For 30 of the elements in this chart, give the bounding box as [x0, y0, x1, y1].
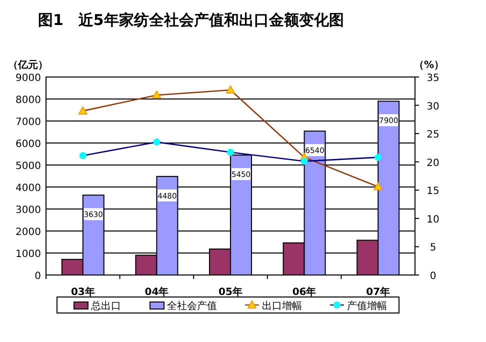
y2-tick-label: 10: [426, 214, 440, 226]
x-tick-label: 07年: [366, 286, 390, 298]
y2-tick-label: 15: [426, 186, 440, 198]
y-tick-label: 3000: [16, 205, 41, 216]
legend-label: 全社会产值: [167, 300, 217, 312]
x-tick-label: 03年: [70, 286, 95, 298]
y-tick-label: 8000: [16, 95, 41, 106]
y2-tick-label: 0: [430, 271, 436, 282]
legend-label: 产值增幅: [347, 300, 387, 312]
y2-axis-title: （%）: [414, 60, 444, 71]
y2-tick-label: 20: [426, 158, 440, 169]
y-tick-label: 6000: [16, 139, 41, 150]
y-tick-label: 7000: [16, 117, 41, 128]
x-tick-label: 05年: [218, 286, 242, 298]
y-tick-label: 0: [34, 271, 41, 282]
y-tick-label: 1000: [16, 249, 41, 260]
y2-tick-label: 35: [426, 73, 440, 84]
y2-tick-label: 25: [426, 130, 440, 141]
legend-label: 出口增幅: [262, 300, 302, 312]
y-axis-title: （亿元）: [8, 59, 48, 71]
chart-title: 图1 近5年家纺全社会产值和出口金额变化图: [38, 11, 344, 29]
y-tick-label: 5000: [16, 161, 41, 172]
y2-tick-label: 5: [430, 242, 436, 254]
y-tick-label: 2000: [16, 227, 41, 238]
x-tick-label: 06年: [292, 286, 316, 298]
legend-label: 总出口: [90, 300, 121, 312]
y2-tick-label: 30: [426, 101, 440, 112]
y-tick-label: 9000: [16, 73, 41, 84]
y-tick-label: 4000: [16, 183, 41, 194]
x-tick-label: 04年: [144, 286, 169, 298]
